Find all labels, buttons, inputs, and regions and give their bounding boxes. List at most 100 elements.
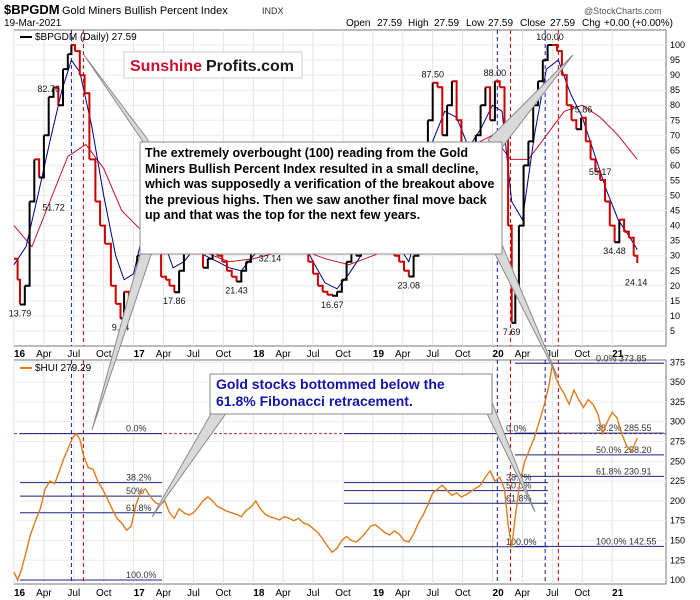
bpgdm-value-label: 88.00 [484, 68, 507, 78]
y-tick-label: 20 [670, 281, 680, 291]
hui-legend: $HUI 279.29 [20, 363, 92, 374]
bpgdm-step [581, 116, 587, 142]
bpgdm-step [34, 158, 41, 178]
bpgdm-step [231, 275, 238, 282]
bpgdm-value-label: 24.14 [625, 277, 648, 287]
bpgdm-step [14, 257, 19, 280]
bpgdm-step [89, 158, 97, 202]
bpgdm-step [217, 254, 224, 262]
bpgdm-step [590, 158, 597, 172]
y-tick-label: 70 [670, 130, 680, 140]
x-tick-label: Apr [395, 588, 411, 599]
chg-label: Chg [582, 18, 600, 29]
x-tick-label: 19 [373, 588, 385, 599]
bpgdm-step [600, 179, 606, 202]
annotation-callout-top: The extremely overbought (100) reading f… [139, 141, 503, 255]
bpgdm-step [432, 81, 439, 88]
x-tick-label: 18 [253, 588, 265, 599]
bpgdm-step [485, 86, 492, 121]
x-tick-label: Apr [275, 349, 291, 360]
x-tick-label: Jul [426, 349, 439, 360]
y-tick-label: 375 [670, 357, 685, 367]
ma-long-line [13, 104, 638, 266]
bpgdm-step [20, 285, 26, 306]
y-tick-label: 85 [670, 85, 680, 95]
x-tick-label: Jul [546, 588, 559, 599]
bpgdm-step [79, 74, 86, 94]
bpgdm-step [451, 80, 458, 121]
bpgdm-step [226, 269, 233, 277]
y-tick-label: 325 [670, 397, 685, 407]
fib-2016-label: 61.8% [126, 503, 152, 513]
bpgdm-step [628, 236, 635, 256]
x-tick-label: Apr [395, 349, 411, 360]
open-label: Open [346, 18, 370, 29]
watermark-part2: Profits.com [206, 58, 294, 75]
fib-2020-label: 100.0% [506, 537, 537, 547]
x-tick-label: Apr [36, 349, 52, 360]
y-tick-label: 80 [670, 100, 680, 110]
bpgdm-step [39, 135, 45, 179]
x-tick-label: Oct [96, 349, 112, 360]
bpgdm-step [43, 96, 50, 137]
bpgdm-step [48, 87, 55, 98]
bpgdm-value-label: 21.43 [225, 286, 248, 296]
bpgdm-value-label: 23.08 [398, 281, 421, 291]
fib-2020-label: 61.8% [506, 493, 532, 503]
bpgdm-step [427, 82, 434, 122]
hui-legend-text: $HUI 279.29 [35, 363, 92, 374]
bpgdm-step [499, 86, 506, 136]
y-tick-label: 100 [670, 575, 685, 585]
fib-2021-label: 61.8% 230.91 [596, 466, 652, 476]
ma-short-line [13, 58, 638, 290]
y-tick-label: 275 [670, 437, 685, 447]
y-tick-label: 200 [670, 496, 685, 506]
fib-2016-label: 50% [126, 486, 144, 496]
bpgdm-step [241, 261, 248, 272]
bpgdm-step [538, 60, 544, 83]
y-tick-label: 250 [670, 456, 685, 466]
bpgdm-step [633, 254, 639, 263]
x-tick-label: Jul [546, 349, 559, 360]
bpgdm-step [605, 200, 611, 226]
bpgdm-step [585, 140, 592, 160]
sunshine-profits-watermark: Sunshine Profits.com [123, 51, 303, 79]
y-tick-label: 300 [670, 417, 685, 427]
bpgdm-value-label: 75.86 [570, 105, 593, 115]
x-tick-label: Apr [156, 349, 172, 360]
bpgdm-step [110, 284, 117, 304]
bpgdm-step [475, 105, 482, 137]
bpgdm-step [518, 165, 525, 227]
bpgdm-step [100, 224, 106, 244]
x-tick-label: Apr [156, 588, 172, 599]
fib-2016-label: 0.0% [126, 424, 147, 434]
x-tick-label: Jul [187, 588, 200, 599]
bpgdm-step [624, 230, 630, 238]
close-label: Close [520, 18, 546, 29]
x-tick-label: 17 [134, 588, 146, 599]
bpgdm-step [394, 254, 401, 262]
bpgdm-step [571, 119, 578, 130]
bpgdm-step [67, 45, 73, 56]
bpgdm-legend: $BPGDM (Daily) 27.59 [20, 32, 137, 43]
x-tick-label: Oct [216, 349, 232, 360]
y-tick-label: 5 [670, 326, 675, 336]
bpgdm-value-label: 17.86 [163, 296, 186, 306]
bpgdm-step [29, 159, 36, 203]
x-tick-label: Oct [574, 349, 590, 360]
bpgdm-step [523, 141, 530, 167]
close-value: 27.59 [550, 18, 575, 29]
bpgdm-step [528, 105, 535, 143]
bpgdm-step [313, 272, 319, 286]
bpgdm-step [203, 258, 209, 269]
bpgdm-value-label: 100.00 [536, 32, 564, 42]
x-tick-label: 21 [612, 349, 624, 360]
bpgdm-value-label: 16.67 [321, 300, 344, 310]
x-tick-label: Oct [455, 588, 471, 599]
bpgdm-value-label: 82.76 [37, 84, 60, 94]
y-tick-label: 65 [670, 145, 680, 155]
bpgdm-step [399, 260, 405, 271]
bpgdm-step [437, 86, 444, 136]
bpgdm-legend-text: $BPGDM (Daily) 27.59 [35, 32, 137, 43]
y-tick-label: 10 [670, 311, 680, 321]
